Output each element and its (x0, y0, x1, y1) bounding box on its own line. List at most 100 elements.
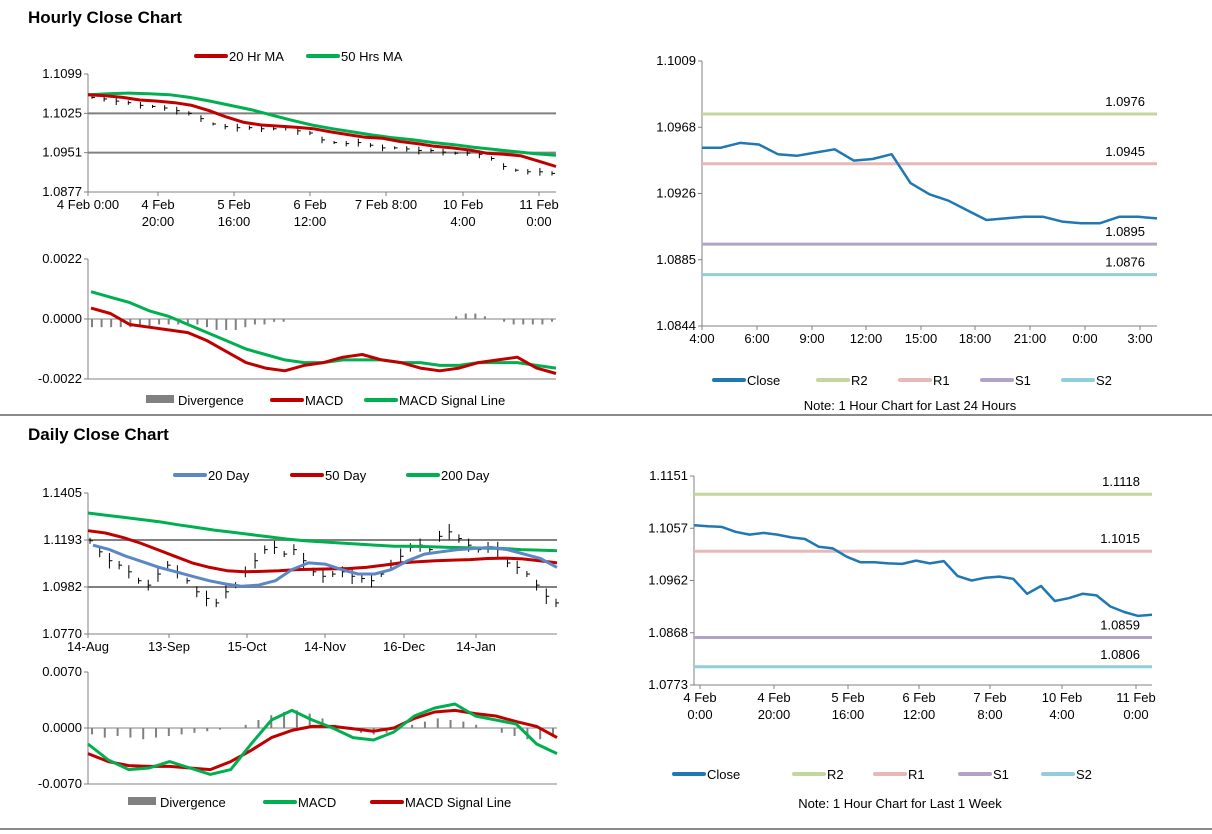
daily-levels-s1-label: 1.0859 (1100, 617, 1140, 632)
daily-50day-line (87, 529, 558, 574)
hourly-levels-s2-label: 1.0876 (1105, 255, 1145, 270)
daily-price-xtick-label: 14-Aug (67, 639, 109, 654)
hourly-price-xtick-label: 10 Feb (443, 197, 483, 212)
legend-hourly-divergence-label: Divergence (178, 393, 244, 408)
hourly-levels-s1-label: 1.0895 (1105, 224, 1145, 239)
daily-levels-xtick-label: 5 Feb (831, 690, 864, 705)
hourly-levels-xtick-label: 4:00 (689, 331, 714, 346)
daily-levels-close-line (693, 523, 1153, 618)
daily-200day-line (87, 511, 558, 553)
hourly-ma50-line (87, 91, 557, 157)
hourly-levels-legend-s1-label: S1 (1015, 373, 1031, 388)
hourly-ma20-line (87, 93, 557, 168)
hourly-price-ytick-label: 1.0951 (42, 145, 82, 160)
legend-daily-macd-signal-label: MACD Signal Line (405, 795, 511, 810)
hourly-levels-note: Note: 1 Hour Chart for Last 24 Hours (803, 398, 1017, 413)
daily-levels-ytick-label: 1.1057 (648, 520, 688, 535)
daily-levels-r1-label: 1.1015 (1100, 531, 1140, 546)
daily-levels-xtick-label: 0:00 (687, 707, 712, 722)
daily-price-xtick-label: 13-Sep (148, 639, 190, 654)
daily-macd-ytick-label: 0.0000 (42, 720, 82, 735)
hourly-price-xtick-label: 4 Feb 0:00 (57, 197, 119, 212)
hourly-levels-xtick-label: 6:00 (744, 331, 769, 346)
hourly-levels-r2-label: 1.0976 (1105, 94, 1145, 109)
hourly-levels-legend-r1-label: R1 (933, 373, 950, 388)
daily-levels-xtick-label: 4 Feb (757, 690, 790, 705)
daily-levels-note: Note: 1 Hour Chart for Last 1 Week (798, 796, 1002, 811)
hourly-macd-line (90, 306, 557, 375)
hourly-price-xtick-label: 7 Feb 8:00 (355, 197, 417, 212)
daily-20day-line (92, 543, 558, 588)
hourly-levels-ytick-label: 1.1009 (656, 53, 696, 68)
daily-levels-legend-close-label: Close (707, 767, 740, 782)
hourly-price-xtick-label: 16:00 (218, 214, 251, 229)
legend-50-day-label: 50 Day (325, 468, 367, 483)
hourly-levels-xtick-label: 21:00 (1014, 331, 1047, 346)
daily-levels-xtick-label: 12:00 (903, 707, 936, 722)
hourly-macd-ytick-label: -0.0022 (38, 371, 82, 386)
daily-levels-xtick-label: 10 Feb (1042, 690, 1082, 705)
daily-levels-xtick-label: 7 Feb (973, 690, 1006, 705)
daily-macd-ytick-label: 0.0070 (42, 664, 82, 679)
hourly-levels-xtick-label: 12:00 (850, 331, 883, 346)
hourly-price-ytick-label: 1.0877 (42, 184, 82, 199)
legend-20hr-ma-label: 20 Hr MA (229, 49, 284, 64)
legend-50hrs-ma-label: 50 Hrs MA (341, 49, 403, 64)
daily-levels-ytick-label: 1.1151 (649, 468, 688, 483)
daily-levels-ytick-label: 1.0773 (648, 677, 688, 692)
hourly-price-xtick-label: 6 Feb (293, 197, 326, 212)
hourly-levels-xtick-label: 9:00 (799, 331, 824, 346)
daily-macd-line (87, 702, 558, 776)
daily-levels-xtick-label: 6 Feb (902, 690, 935, 705)
daily-levels-xtick-label: 11 Feb (1116, 690, 1156, 705)
hourly-levels-legend-s2-label: S2 (1096, 373, 1112, 388)
daily-levels-xtick-label: 0:00 (1123, 707, 1148, 722)
daily-levels-xtick-label: 20:00 (758, 707, 791, 722)
daily-price-ytick-label: 1.0982 (42, 579, 82, 594)
hourly-price-xtick-label: 11 Feb (519, 197, 559, 212)
hourly-section-title: Hourly Close Chart (28, 8, 182, 27)
daily-levels-ytick-label: 1.0868 (648, 625, 688, 640)
daily-price-xtick-label: 14-Nov (304, 639, 346, 654)
hourly-levels-legend-close-label: Close (747, 373, 780, 388)
hourly-price-ytick-label: 1.1099 (42, 66, 82, 81)
hourly-levels-xtick-label: 15:00 (905, 331, 938, 346)
daily-price-ytick-label: 1.0770 (42, 626, 82, 641)
legend-20-day-label: 20 Day (208, 468, 250, 483)
daily-levels-xtick-label: 16:00 (832, 707, 865, 722)
daily-levels-xtick-label: 4 Feb (683, 690, 716, 705)
hourly-price-xtick-label: 5 Feb (217, 197, 250, 212)
hourly-price-xtick-label: 0:00 (526, 214, 551, 229)
bottom-divider (0, 828, 1212, 830)
hourly-price-xtick-label: 12:00 (294, 214, 327, 229)
daily-levels-r2-label: 1.1118 (1102, 474, 1140, 489)
legend-daily-macd-label: MACD (298, 795, 336, 810)
daily-section-title: Daily Close Chart (28, 425, 169, 444)
hourly-macd-ytick-label: 0.0000 (42, 311, 82, 326)
daily-levels-s2-label: 1.0806 (1100, 647, 1140, 662)
daily-macd-signal-line (87, 708, 558, 772)
hourly-macd-ytick-label: 0.0022 (42, 251, 82, 266)
daily-price-ytick-label: 1.1405 (42, 485, 82, 500)
hourly-levels-xtick-label: 0:00 (1072, 331, 1097, 346)
hourly-price-xtick-label: 20:00 (142, 214, 175, 229)
legend-200-day-label: 200 Day (441, 468, 490, 483)
hourly-levels-ytick-label: 1.0844 (656, 318, 696, 333)
daily-levels-legend-r1-label: R1 (908, 767, 925, 782)
hourly-macd-signal-line (90, 290, 557, 370)
hourly-price-xtick-label: 4 Feb (141, 197, 174, 212)
daily-levels-legend-s2-label: S2 (1076, 767, 1092, 782)
daily-price-xtick-label: 14-Jan (456, 639, 496, 654)
daily-levels-legend-s1-label: S1 (993, 767, 1009, 782)
daily-levels-legend-r2-label: R2 (827, 767, 844, 782)
hourly-levels-ytick-label: 1.0885 (656, 252, 696, 267)
hourly-levels-legend-r2-label: R2 (851, 373, 868, 388)
hourly-levels-r1-label: 1.0945 (1105, 144, 1145, 159)
daily-levels-xtick-label: 4:00 (1049, 707, 1074, 722)
daily-price-xtick-label: 15-Oct (227, 639, 266, 654)
hourly-price-ytick-label: 1.1025 (42, 105, 82, 120)
legend-hourly-macd-signal-label: MACD Signal Line (399, 393, 505, 408)
daily-levels-ytick-label: 1.0962 (648, 573, 688, 588)
hourly-levels-ytick-label: 1.0926 (656, 186, 696, 201)
